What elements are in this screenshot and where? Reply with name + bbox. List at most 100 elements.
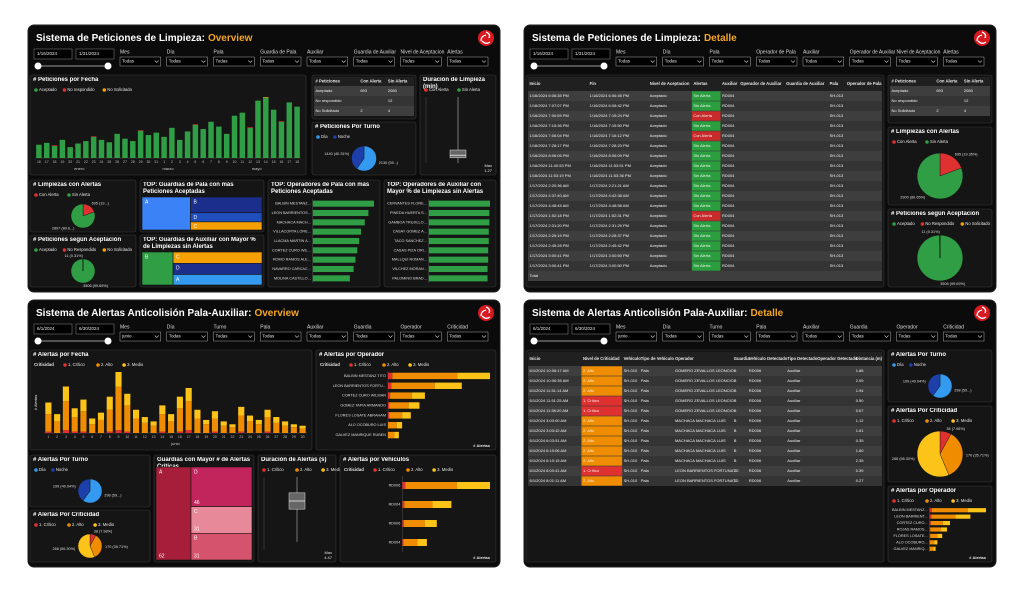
filter-dropdown[interactable] — [260, 331, 302, 342]
filter-dropdown[interactable] — [802, 56, 844, 67]
filter-dropdown[interactable] — [400, 56, 442, 67]
category-label: LEON BARRIENT... — [894, 515, 927, 519]
filter-dropdown[interactable] — [709, 56, 751, 67]
filter-dropdown[interactable] — [896, 56, 938, 67]
cell-highlight — [581, 406, 623, 416]
bar — [264, 409, 271, 418]
bar — [929, 546, 934, 551]
bar — [168, 414, 175, 422]
category-label: RD006 — [389, 484, 401, 488]
filter-value: Todas — [852, 59, 865, 64]
filter-dropdown[interactable] — [662, 56, 704, 67]
dropdown-caret — [790, 335, 796, 338]
filter-dropdown[interactable] — [306, 331, 348, 342]
dropdown-caret — [697, 335, 702, 338]
slider-handle[interactable] — [104, 62, 112, 70]
table-header — [314, 77, 414, 86]
bar — [62, 430, 69, 433]
filter-dropdown[interactable] — [943, 56, 985, 67]
table-cell: SH-010 — [624, 478, 638, 483]
filter-dropdown[interactable] — [943, 331, 985, 342]
filter-dropdown[interactable] — [709, 331, 751, 342]
filter-dropdown[interactable] — [213, 56, 255, 67]
legend-swatch — [925, 140, 929, 144]
cell-highlight — [581, 416, 623, 426]
table-cell: 1/16/2024 7:15:50 PM — [590, 123, 629, 128]
slider-handle[interactable] — [600, 337, 608, 345]
bar — [312, 228, 362, 235]
x-tick-label: 29 — [139, 160, 143, 164]
filter-dropdown[interactable] — [353, 331, 395, 342]
filter-dropdown[interactable] — [849, 331, 891, 342]
panel: # Peticiones Con Alerta Sin Alerta Aceptado… — [311, 74, 417, 120]
filter-dropdown[interactable] — [260, 56, 302, 67]
filter-dropdown[interactable] — [662, 331, 704, 342]
filter-dropdown[interactable] — [166, 331, 208, 342]
filter-dropdown[interactable] — [400, 331, 442, 342]
legend-swatch — [892, 222, 896, 226]
pie-slice — [927, 373, 941, 397]
filter-dropdown[interactable] — [849, 56, 891, 67]
table-cell: 2.05 — [856, 378, 865, 383]
x-tick-label: 17 — [187, 435, 191, 439]
legend-swatch — [96, 363, 100, 367]
cell-highlight — [691, 261, 721, 271]
view-name: Overview — [208, 33, 253, 44]
legend-label: 1. Crítico — [378, 467, 395, 472]
filter-dropdown[interactable] — [615, 331, 657, 342]
slider-handle[interactable] — [34, 337, 42, 345]
bar — [115, 386, 122, 431]
table-cell: 12 — [388, 98, 393, 103]
dropdown-caret — [388, 60, 393, 63]
filter-dropdown[interactable] — [447, 56, 489, 67]
slider-handle[interactable] — [530, 337, 538, 345]
slider-handle[interactable] — [600, 62, 608, 70]
bar — [929, 533, 931, 539]
table-cell: Aceptado — [650, 193, 668, 198]
bar — [150, 425, 157, 433]
filter-dropdown[interactable] — [213, 331, 255, 342]
panel-title-box: Guardias con Mayor # de Alertas Críticas — [157, 457, 250, 470]
filter-dropdown[interactable] — [306, 56, 348, 67]
table-cell: 1/16/2024 6:08:42 PM — [590, 103, 629, 108]
filter-dropdown[interactable] — [119, 331, 161, 342]
bar — [176, 139, 183, 158]
column-header: Distancia (m) — [856, 356, 883, 361]
filter-dropdown[interactable] — [615, 56, 657, 67]
slider-handle[interactable] — [530, 62, 538, 70]
bar — [932, 508, 968, 513]
x-tick-label: 21 — [76, 160, 80, 164]
x-axis-label: # Alertas — [969, 555, 987, 560]
category-label: BALBIN MESTANZ... — [275, 202, 311, 206]
column-header: Con Alerta — [936, 79, 958, 84]
logo-swirl — [976, 31, 987, 44]
cell-highlight — [691, 201, 721, 211]
panel-title: # Peticiones Por Turno — [315, 124, 380, 130]
logo-swirl — [480, 31, 491, 44]
filter-dropdown[interactable] — [756, 331, 798, 342]
bar — [312, 200, 374, 207]
filter-dropdown[interactable] — [166, 56, 208, 67]
bar — [417, 539, 427, 546]
bar — [405, 482, 458, 489]
date-input — [75, 323, 115, 335]
cell-highlight — [581, 446, 623, 456]
filter-value: Todas — [356, 334, 369, 339]
filter-dropdown[interactable] — [802, 331, 844, 342]
bar — [176, 396, 183, 409]
table-cell: Con Alerta — [693, 213, 712, 218]
bar — [203, 424, 210, 433]
filter-dropdown[interactable] — [756, 56, 798, 67]
table-cell: SH-013 — [830, 203, 844, 208]
slider-handle[interactable] — [34, 62, 42, 70]
panel-title: # Alertas por Operador — [891, 488, 957, 494]
panel-title-box: # Alertas por Operador — [319, 352, 384, 358]
table-cell: SH-013 — [830, 183, 844, 188]
slider-handle[interactable] — [104, 337, 112, 345]
filter-dropdown[interactable] — [353, 56, 395, 67]
filter-dropdown[interactable] — [896, 331, 938, 342]
filter-dropdown[interactable] — [447, 331, 489, 342]
legend-label: Noche — [914, 362, 927, 367]
bar — [273, 417, 280, 423]
filter-dropdown[interactable] — [119, 56, 161, 67]
